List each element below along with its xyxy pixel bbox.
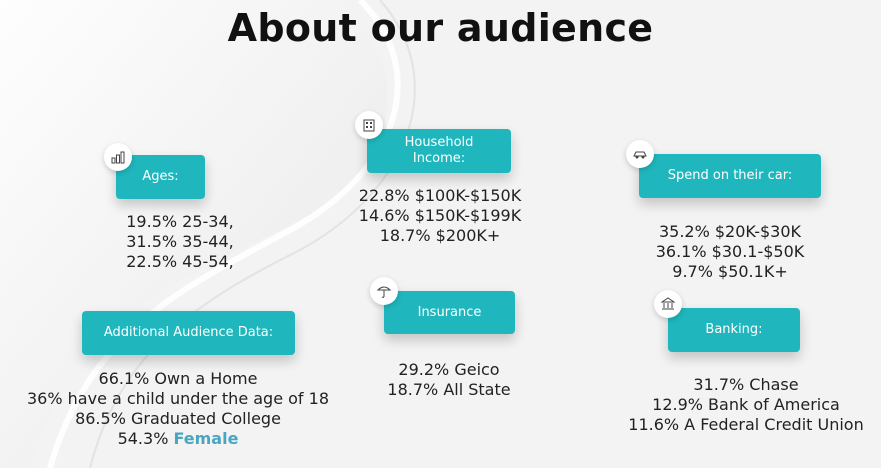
banking-line: 31.7% Chase (693, 375, 799, 394)
additional-data-line: 36% have a child under the age of 18 (27, 389, 329, 408)
insurance-label: Insurance (384, 291, 515, 334)
insurance-stats: 29.2% Geico 18.7% All State (349, 360, 549, 400)
ages-line: 31.5% 35-44, (126, 232, 234, 251)
household-income-label: Household Income: (367, 129, 511, 173)
additional-data-stats: 66.1% Own a Home 36% have a child under … (8, 369, 348, 449)
people-chart-icon (104, 143, 132, 171)
household-income-stats: 22.8% $100K-$150K 14.6% $150K-$199K 18.7… (340, 186, 540, 246)
banking-label: Banking: (668, 308, 800, 352)
insurance-icon (370, 277, 398, 305)
car-spend-line: 9.7% $50.1K+ (672, 262, 788, 281)
additional-data-line: 66.1% Own a Home (98, 369, 258, 388)
banking-stats: 31.7% Chase 12.9% Bank of America 11.6% … (611, 375, 881, 435)
building-icon (355, 111, 383, 139)
household-income-line: 22.8% $100K-$150K (358, 186, 522, 205)
female-stat-line: 54.3% Female (8, 429, 348, 449)
car-spend-label-text: Spend on their car: (667, 168, 793, 183)
ages-label-text: Ages: (142, 169, 179, 184)
additional-data-label-text: Additional Audience Data: (103, 325, 274, 340)
car-spend-line: 35.2% $20K-$30K (658, 222, 802, 241)
female-stat-prefix: 54.3% (117, 429, 174, 448)
banking-line: 12.9% Bank of America (652, 395, 840, 414)
household-income-label-line2: Income: (412, 151, 466, 166)
female-highlight: Female (173, 429, 239, 448)
banking-label-text: Banking: (705, 322, 763, 337)
household-income-line: 18.7% $200K+ (379, 226, 501, 245)
page-title: About our audience (227, 6, 654, 50)
car-icon (626, 140, 654, 168)
ages-line: 22.5% 45-54, (126, 252, 234, 271)
ages-stats: 19.5% 25-34, 31.5% 35-44, 22.5% 45-54, (100, 212, 260, 272)
insurance-label-text: Insurance (417, 304, 482, 320)
additional-data-line: 86.5% Graduated College (75, 409, 281, 428)
household-income-line: 14.6% $150K-$199K (358, 206, 522, 225)
additional-data-label: Additional Audience Data: (82, 311, 295, 355)
insurance-line: 18.7% All State (387, 380, 511, 399)
bank-icon (654, 290, 682, 318)
car-spend-label: Spend on their car: (639, 154, 821, 198)
car-spend-line: 36.1% $30.1-$50K (655, 242, 805, 261)
household-income-label-line1: Household (404, 135, 474, 150)
banking-line: 11.6% A Federal Credit Union (628, 415, 864, 434)
insurance-line: 29.2% Geico (398, 360, 500, 379)
ages-line: 19.5% 25-34, (126, 212, 234, 231)
car-spend-stats: 35.2% $20K-$30K 36.1% $30.1-$50K 9.7% $5… (630, 222, 830, 282)
